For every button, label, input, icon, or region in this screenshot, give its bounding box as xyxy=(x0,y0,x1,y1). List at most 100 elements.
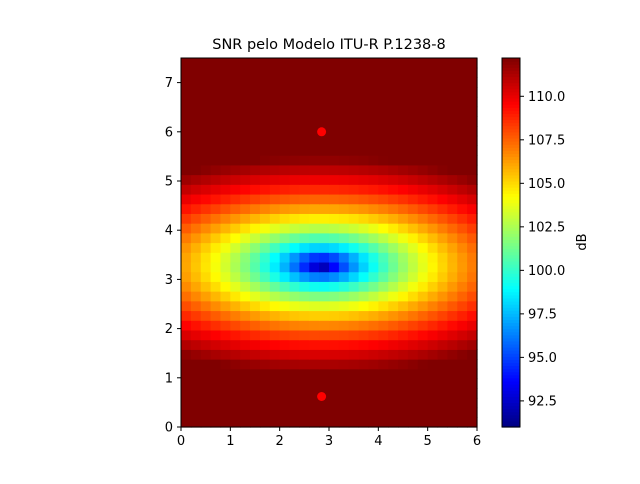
heatmap-cell xyxy=(388,291,399,302)
heatmap-cell xyxy=(338,271,350,282)
heatmap-cell xyxy=(250,417,261,428)
heatmap-cell xyxy=(427,67,439,79)
heatmap-cell xyxy=(210,96,222,108)
heatmap-cell xyxy=(457,116,468,127)
colorbar-segment xyxy=(502,58,520,62)
heatmap-cell xyxy=(338,242,350,253)
heatmap-cell xyxy=(279,213,291,224)
colorbar-segment xyxy=(502,399,520,403)
heatmap-cell xyxy=(417,291,429,302)
heatmap-cell xyxy=(437,359,448,370)
heatmap-cell xyxy=(368,252,379,263)
y-tick-label: 1 xyxy=(165,371,173,386)
heatmap-cell xyxy=(388,242,399,253)
heatmap-cell xyxy=(329,223,340,234)
heatmap-cell xyxy=(329,116,340,127)
heatmap-cell xyxy=(417,271,429,282)
heatmap-cell xyxy=(230,87,241,98)
heatmap-cell xyxy=(319,96,330,108)
heatmap-cell xyxy=(467,368,478,380)
heatmap-cell xyxy=(259,397,271,409)
colorbar-segment xyxy=(502,368,520,373)
heatmap-cell xyxy=(467,193,478,205)
heatmap-cell xyxy=(447,291,458,302)
heatmap-cell xyxy=(348,368,360,380)
heatmap-cell xyxy=(190,300,202,312)
heatmap-cell xyxy=(398,125,409,137)
heatmap-cell xyxy=(220,184,231,195)
heatmap-cell xyxy=(250,242,261,253)
heatmap-cell xyxy=(467,300,478,312)
colorbar-segment xyxy=(502,402,520,407)
heatmap-cell xyxy=(329,359,340,370)
heatmap-cell xyxy=(259,125,271,137)
heatmap-cell xyxy=(200,164,212,176)
heatmap-cell xyxy=(220,261,231,273)
heatmap-cell xyxy=(457,349,468,360)
heatmap-cell xyxy=(210,135,222,146)
heatmap-cell xyxy=(319,77,330,88)
heatmap-cell xyxy=(200,184,212,195)
heatmap-cell xyxy=(319,184,330,195)
heatmap-cell xyxy=(437,252,448,263)
heatmap-cell xyxy=(240,388,251,399)
colorbar-segment xyxy=(502,239,520,244)
heatmap-cell xyxy=(329,242,340,253)
heatmap-cell xyxy=(329,300,340,312)
heatmap-cell xyxy=(417,223,429,234)
heatmap-cell xyxy=(407,193,419,205)
heatmap-cell xyxy=(417,417,429,428)
heatmap-cell xyxy=(269,106,281,117)
heatmap-cell xyxy=(289,125,300,137)
heatmap-cell xyxy=(299,252,310,263)
colorbar-segment xyxy=(502,291,520,296)
heatmap-cell xyxy=(210,359,222,370)
heatmap-cell xyxy=(269,252,281,263)
heatmap-cell xyxy=(299,300,310,312)
heatmap-cell xyxy=(437,368,448,380)
heatmap-cell xyxy=(437,271,448,282)
heatmap-cell xyxy=(368,125,379,137)
heatmap-cell xyxy=(398,320,409,331)
heatmap-cell xyxy=(358,77,370,88)
heatmap-cell xyxy=(309,87,320,98)
heatmap-cell xyxy=(467,164,478,176)
heatmap-cell xyxy=(289,291,300,302)
colorbar-segment xyxy=(502,405,520,410)
heatmap-cell xyxy=(358,339,370,350)
colorbar-segment xyxy=(502,168,520,173)
heatmap-cell xyxy=(200,339,212,350)
y-axis: 0 1 2 3 4 5 6 7 xyxy=(165,76,181,436)
heatmap-cell xyxy=(210,378,222,389)
heatmap-cell xyxy=(259,291,271,302)
heatmap-cell xyxy=(259,106,271,117)
heatmap-cell xyxy=(368,291,379,302)
heatmap-cell xyxy=(447,58,458,69)
colorbar-segment xyxy=(502,76,520,81)
heatmap-cell xyxy=(457,164,468,176)
heatmap-cell xyxy=(259,203,271,214)
heatmap-cell xyxy=(279,184,291,195)
heatmap-cell xyxy=(398,300,409,312)
heatmap-cell xyxy=(190,417,202,428)
heatmap-cell xyxy=(190,96,202,108)
heatmap-cell xyxy=(319,193,330,205)
heatmap-cell xyxy=(240,184,251,195)
heatmap-cell xyxy=(220,155,231,166)
heatmap-cell xyxy=(309,116,320,127)
heatmap-cell xyxy=(269,67,281,79)
colorbar-tick-label: 105.0 xyxy=(528,177,565,192)
heatmap-cell xyxy=(289,232,300,244)
heatmap-cell xyxy=(240,155,251,166)
heatmap-cell xyxy=(289,310,300,321)
heatmap-cell xyxy=(259,145,271,156)
heatmap-cell xyxy=(398,135,409,146)
heatmap-cell xyxy=(309,359,320,370)
heatmap-cell xyxy=(250,349,261,360)
heatmap-cell xyxy=(299,58,310,69)
heatmap-cell xyxy=(210,125,222,137)
heatmap-cell xyxy=(279,368,291,380)
heatmap-cell xyxy=(269,261,281,273)
heatmap-cell xyxy=(259,193,271,205)
heatmap-cell xyxy=(329,213,340,224)
